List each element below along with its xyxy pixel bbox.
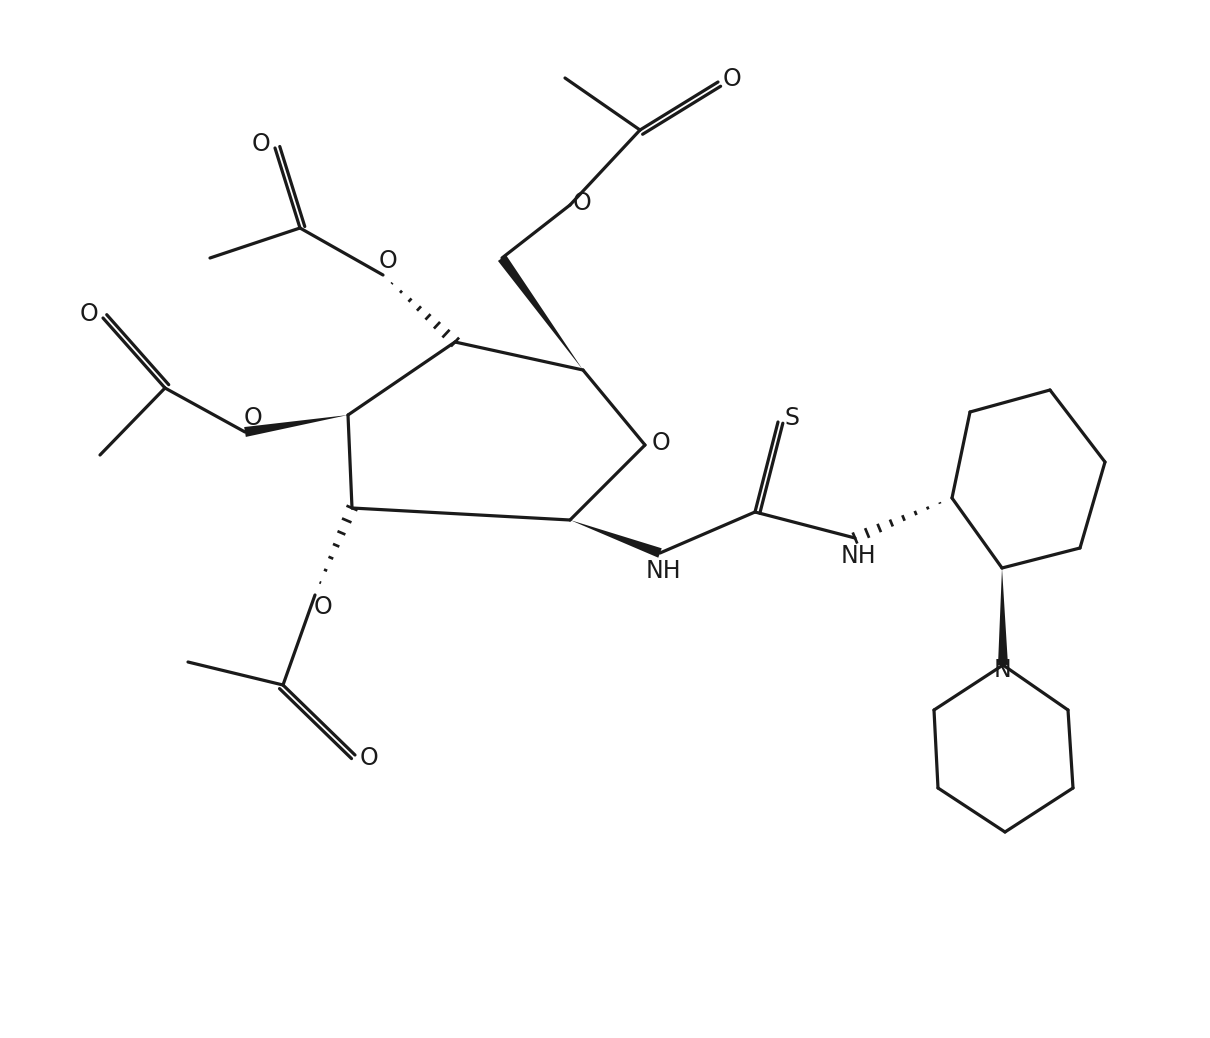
Text: O: O: [722, 67, 742, 91]
Text: O: O: [359, 746, 379, 770]
Text: O: O: [243, 406, 263, 430]
Polygon shape: [499, 255, 583, 370]
Text: NH: NH: [840, 544, 876, 568]
Text: O: O: [379, 249, 397, 273]
Text: N: N: [995, 658, 1012, 682]
Text: O: O: [572, 191, 592, 215]
Polygon shape: [998, 568, 1008, 665]
Text: O: O: [252, 132, 270, 156]
Text: NH: NH: [645, 559, 681, 583]
Text: O: O: [652, 431, 670, 455]
Polygon shape: [244, 415, 348, 437]
Text: O: O: [80, 302, 98, 326]
Polygon shape: [570, 520, 662, 557]
Text: O: O: [313, 595, 333, 619]
Text: S: S: [784, 406, 800, 430]
